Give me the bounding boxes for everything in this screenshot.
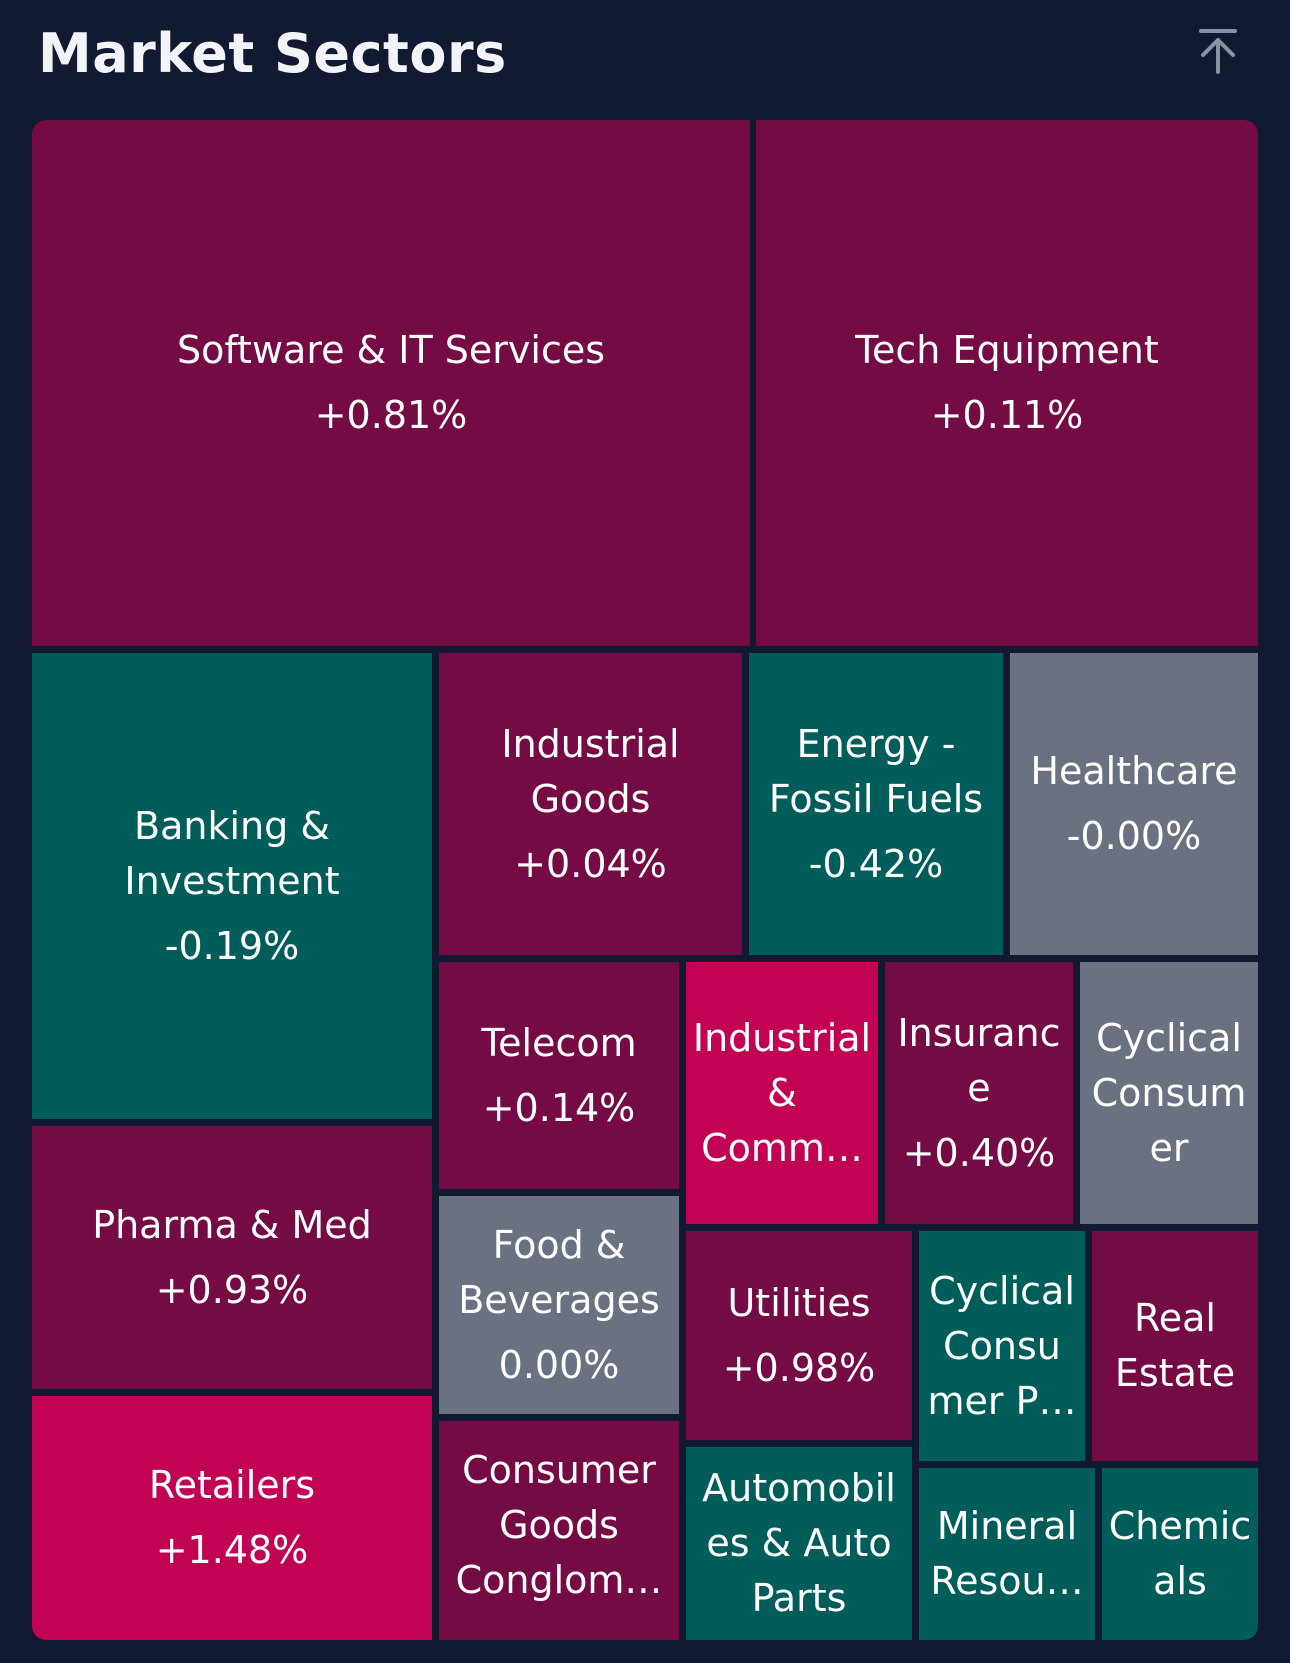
sector-name: Tech Equipment xyxy=(855,328,1159,372)
scroll-to-top-button[interactable] xyxy=(1193,26,1243,76)
sector-tile-energy-fossil-fuels[interactable]: Energy - Fossil Fuels -0.42% xyxy=(749,653,1003,955)
sector-name: Healthcare xyxy=(1030,749,1238,793)
sector-change: -0.00% xyxy=(1066,814,1202,858)
sector-tile-automobiles-auto-parts[interactable]: Automobil es & Auto Parts xyxy=(686,1447,912,1640)
sector-change: +0.81% xyxy=(314,393,468,437)
sector-change: +0.98% xyxy=(722,1345,876,1390)
sector-tile-cyclical-consumer[interactable]: Cyclical Consum er xyxy=(1080,962,1258,1224)
sector-name: Real Estate xyxy=(1114,1296,1236,1395)
sector-change: +0.04% xyxy=(514,841,667,886)
sector-name: Consumer Goods Conglom… xyxy=(455,1448,663,1602)
sector-tile-real-estate[interactable]: Real Estate xyxy=(1092,1231,1258,1461)
sector-change: -0.19% xyxy=(164,923,300,968)
sector-name: Food & Beverages xyxy=(458,1222,660,1322)
sector-treemap: Software & IT Services +0.81% Tech Equip… xyxy=(32,120,1258,1640)
sector-name: Industrial & Comm… xyxy=(692,1015,872,1170)
sector-tile-retailers[interactable]: Retailers +1.48% xyxy=(32,1396,432,1640)
sector-tile-industrial-goods[interactable]: Industrial Goods +0.04% xyxy=(439,653,742,955)
sector-tile-chemicals[interactable]: Chemic als xyxy=(1102,1468,1258,1640)
sector-change: +0.40% xyxy=(902,1130,1056,1175)
sector-name: Retailers xyxy=(148,1463,316,1507)
sector-name: Automobil es & Auto Parts xyxy=(702,1466,896,1620)
sector-change: +0.14% xyxy=(482,1085,636,1130)
header: Market Sectors xyxy=(0,0,1290,115)
sector-name: Banking & Investment xyxy=(124,803,340,903)
sector-change: +1.48% xyxy=(155,1528,309,1572)
sector-tile-telecom[interactable]: Telecom +0.14% xyxy=(439,962,679,1189)
sector-name: Cyclical Consum er xyxy=(1091,1015,1247,1170)
page-title: Market Sectors xyxy=(38,22,507,85)
sector-tile-software-it[interactable]: Software & IT Services +0.81% xyxy=(32,120,750,646)
sector-change: -0.42% xyxy=(808,841,944,886)
sector-tile-banking-investment[interactable]: Banking & Investment -0.19% xyxy=(32,653,432,1119)
sector-tile-insurance[interactable]: Insuranc e +0.40% xyxy=(885,962,1073,1224)
sector-tile-industrial-commercial[interactable]: Industrial & Comm… xyxy=(686,962,878,1224)
arrow-up-to-line-icon xyxy=(1199,29,1237,74)
sector-tile-tech-equipment[interactable]: Tech Equipment +0.11% xyxy=(756,120,1258,646)
sector-name: Mineral Resou… xyxy=(930,1504,1084,1603)
sector-name: Software & IT Services xyxy=(176,328,606,372)
sector-name: Utilities xyxy=(727,1280,871,1325)
sector-name: Cyclical Consu mer P… xyxy=(927,1268,1077,1423)
sector-tile-healthcare[interactable]: Healthcare -0.00% xyxy=(1010,653,1258,955)
sector-tile-consumer-goods-conglomerates[interactable]: Consumer Goods Conglom… xyxy=(439,1421,679,1640)
sector-change: +0.93% xyxy=(155,1267,309,1312)
sector-tile-food-beverages[interactable]: Food & Beverages 0.00% xyxy=(439,1196,679,1414)
sector-tile-utilities[interactable]: Utilities +0.98% xyxy=(686,1231,912,1440)
sector-name: Chemic als xyxy=(1108,1504,1252,1603)
sector-name: Industrial Goods xyxy=(501,721,680,821)
sector-tile-mineral-resources[interactable]: Mineral Resou… xyxy=(919,1468,1095,1640)
sector-name: Telecom xyxy=(481,1020,637,1065)
sector-name: Pharma & Med xyxy=(92,1202,372,1247)
sector-change: 0.00% xyxy=(498,1342,620,1387)
sector-name: Energy - Fossil Fuels xyxy=(768,721,984,821)
sector-tile-cyclical-consumer-products[interactable]: Cyclical Consu mer P… xyxy=(919,1231,1085,1461)
sector-tile-pharma-med[interactable]: Pharma & Med +0.93% xyxy=(32,1126,432,1389)
sector-name: Insuranc e xyxy=(897,1010,1061,1110)
sector-change: +0.11% xyxy=(930,393,1084,437)
